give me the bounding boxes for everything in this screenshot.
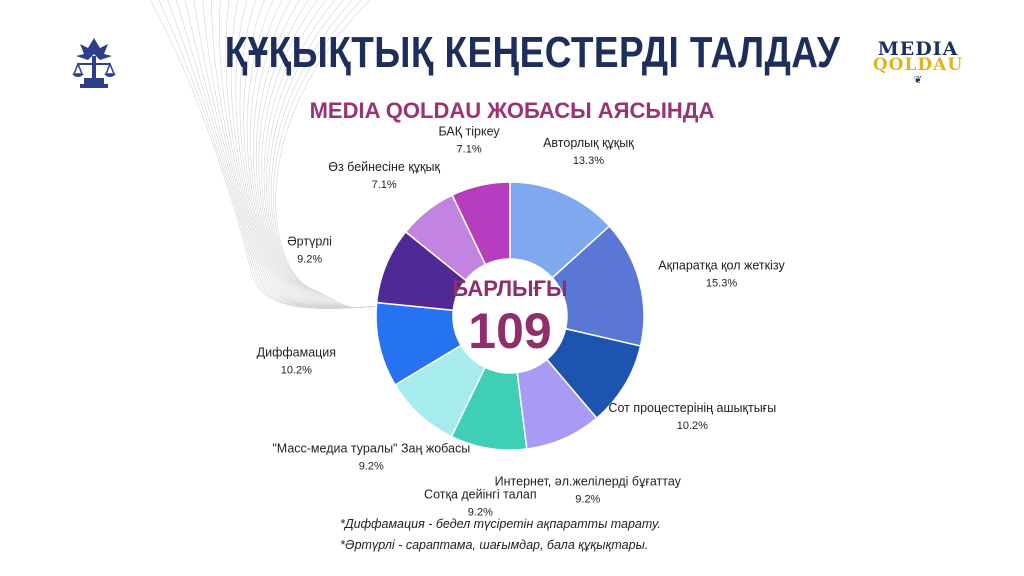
slice-percentage: 7.1% xyxy=(372,179,397,191)
slice-label: Әртүрлі xyxy=(287,235,332,249)
slice-label: Авторлық құқық xyxy=(543,136,634,150)
wave-line xyxy=(273,0,381,308)
slice-percentage: 9.2% xyxy=(359,460,384,472)
slice-label: Өз бейнесіне құқық xyxy=(328,160,440,174)
slice-percentage: 7.1% xyxy=(457,144,482,156)
bird-scales-emblem-icon xyxy=(72,38,116,88)
wave-line xyxy=(258,0,381,308)
logo-text-media: MEDIA xyxy=(877,38,959,60)
slice-percentage: 9.2% xyxy=(297,254,322,266)
slice-label: Сот процестерінің ашықтығы xyxy=(608,401,776,415)
slice-percentage: 9.2% xyxy=(575,493,600,505)
wave-line xyxy=(275,0,381,308)
wave-line xyxy=(266,0,381,308)
slice-percentage: 13.3% xyxy=(573,155,604,167)
slice-percentage: 9.2% xyxy=(468,507,493,519)
chart-center-label: БАРЛЫҒЫ xyxy=(452,276,567,301)
wave-line xyxy=(268,0,381,308)
slice-label: Сотқа дейінгі талап xyxy=(424,488,537,502)
emblem-logo xyxy=(66,34,122,92)
slice-percentage: 10.2% xyxy=(677,420,708,432)
page-subtitle: MEDIA QOLDAU ЖОБАСЫ АЯСЫНДА xyxy=(309,98,715,123)
slice-label: Ақпаратқа қол жеткізу xyxy=(658,258,785,272)
media-qoldau-logo: MEDIA QOLDAU ❦ xyxy=(870,38,966,86)
footnote-misc: *Әртүрлі - сараптама, шағымдар, бала құқ… xyxy=(340,538,649,552)
slice-label: "Масс-медиа туралы" Заң жобасы xyxy=(272,441,470,455)
slice-percentage: 10.2% xyxy=(281,364,312,376)
footnote-defamation: *Диффамация - бедел түсіретін ақпаратты … xyxy=(340,517,661,531)
chart-center-value: 109 xyxy=(468,303,551,359)
page-title: ҚҰҚЫҚТЫҚ КЕҢЕСТЕРДІ ТАЛДАУ xyxy=(224,28,841,77)
logo-text-qoldau: QOLDAU xyxy=(872,55,964,75)
ornament-icon: ❦ xyxy=(913,75,923,86)
slice-label: Интернет, әл.желілерді бұғаттау xyxy=(495,474,682,488)
slice-label: Диффамация xyxy=(257,345,336,359)
wave-line xyxy=(270,0,381,308)
donut-hole xyxy=(453,259,567,373)
slice-label: БАҚ тіркеу xyxy=(439,125,501,139)
wave-line xyxy=(263,0,381,308)
wave-line xyxy=(261,0,381,308)
donut-slice xyxy=(451,181,511,266)
slice-percentage: 15.3% xyxy=(706,277,737,289)
